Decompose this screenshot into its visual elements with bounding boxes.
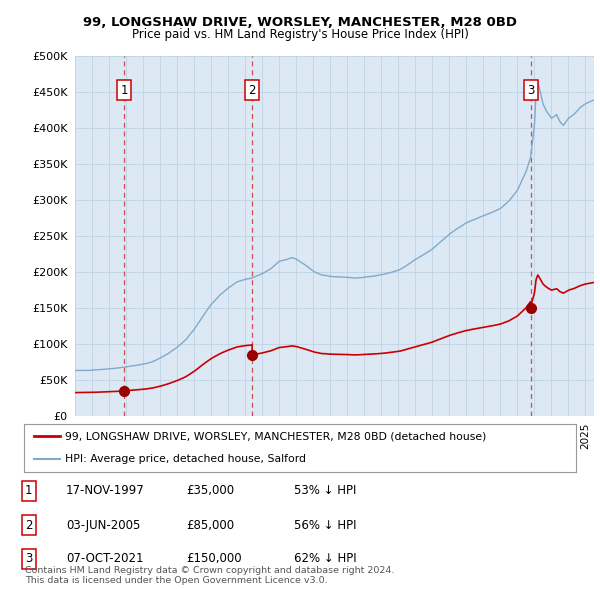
Text: 99, LONGSHAW DRIVE, WORSLEY, MANCHESTER, M28 0BD (detached house): 99, LONGSHAW DRIVE, WORSLEY, MANCHESTER,… — [65, 431, 487, 441]
Text: 2: 2 — [25, 519, 32, 532]
Text: 62% ↓ HPI: 62% ↓ HPI — [294, 552, 356, 565]
Text: 3: 3 — [25, 552, 32, 565]
Text: 17-NOV-1997: 17-NOV-1997 — [66, 484, 145, 497]
Text: 56% ↓ HPI: 56% ↓ HPI — [294, 519, 356, 532]
Text: 1: 1 — [120, 84, 128, 97]
Text: 99, LONGSHAW DRIVE, WORSLEY, MANCHESTER, M28 0BD: 99, LONGSHAW DRIVE, WORSLEY, MANCHESTER,… — [83, 16, 517, 29]
Text: 53% ↓ HPI: 53% ↓ HPI — [294, 484, 356, 497]
Text: 3: 3 — [527, 84, 534, 97]
Text: £85,000: £85,000 — [186, 519, 234, 532]
Text: 03-JUN-2005: 03-JUN-2005 — [66, 519, 140, 532]
Text: Contains HM Land Registry data © Crown copyright and database right 2024.
This d: Contains HM Land Registry data © Crown c… — [25, 566, 395, 585]
Text: 1: 1 — [25, 484, 32, 497]
Text: 07-OCT-2021: 07-OCT-2021 — [66, 552, 143, 565]
Text: £150,000: £150,000 — [186, 552, 242, 565]
Text: Price paid vs. HM Land Registry's House Price Index (HPI): Price paid vs. HM Land Registry's House … — [131, 28, 469, 41]
Text: HPI: Average price, detached house, Salford: HPI: Average price, detached house, Salf… — [65, 454, 307, 464]
Text: 2: 2 — [248, 84, 256, 97]
Text: £35,000: £35,000 — [186, 484, 234, 497]
